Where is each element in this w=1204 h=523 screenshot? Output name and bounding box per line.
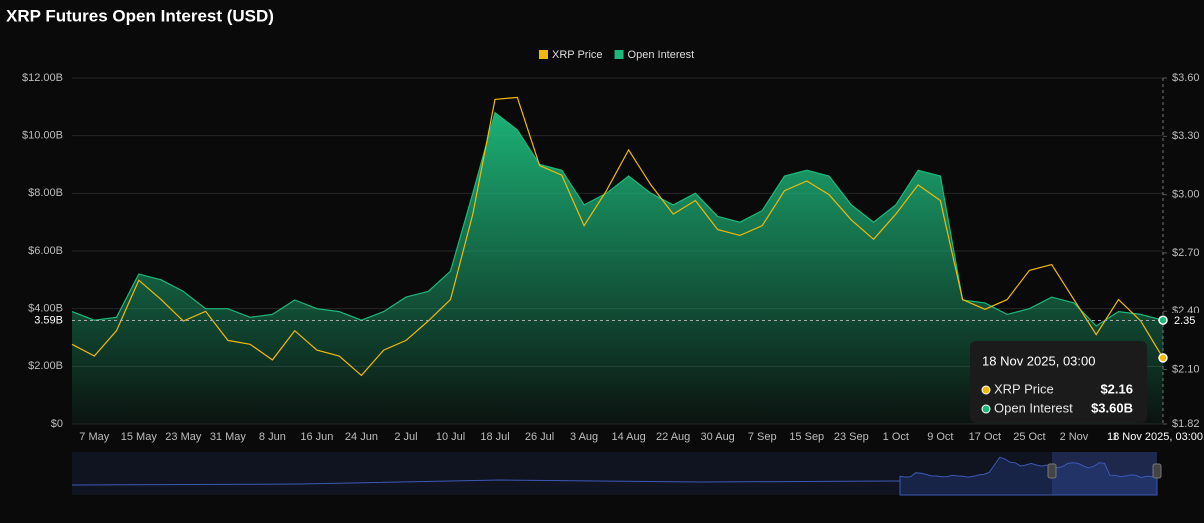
legend-label: Open Interest bbox=[628, 49, 695, 61]
y2-tick-label: $3.60 bbox=[1172, 72, 1200, 84]
x-tick-label: 7 Sep bbox=[748, 431, 777, 443]
x-tick-label: 2 Nov bbox=[1060, 431, 1089, 443]
navigator-window bbox=[1052, 452, 1157, 495]
area-fill bbox=[72, 112, 1163, 424]
x-tick-label: 22 Aug bbox=[656, 431, 690, 443]
x-tick-label: 3 Aug bbox=[570, 431, 598, 443]
tooltip-value: $3.60B bbox=[1091, 400, 1133, 415]
x-tick-label: 8 Jun bbox=[259, 431, 286, 443]
legend: XRP Price Open Interest bbox=[539, 49, 694, 61]
y-tick-label: $12.00B bbox=[22, 72, 63, 84]
tooltip-dot bbox=[981, 385, 991, 395]
x-tick-label: 18 Nov 2025, 03:00 bbox=[1107, 431, 1203, 443]
tooltip-name: XRP Price bbox=[994, 381, 1054, 396]
navigator-handle[interactable] bbox=[1152, 463, 1162, 479]
y2-tick-label: $3.00 bbox=[1172, 189, 1200, 201]
plot bbox=[71, 96, 1164, 424]
y2-tick-label: $2.70 bbox=[1172, 247, 1200, 259]
x-tick-label: 25 Oct bbox=[1013, 431, 1045, 443]
x-tick-label: 31 May bbox=[210, 431, 247, 443]
x-tick-label: 16 Jun bbox=[300, 431, 333, 443]
tooltip-dot bbox=[981, 404, 991, 414]
overlay: 3.59B 2.35 18 Nov 2025, 03:00 XRP Price $2.1… bbox=[30, 78, 1204, 424]
y-tick-label: $6.00B bbox=[28, 245, 63, 257]
legend-label: XRP Price bbox=[552, 49, 603, 61]
legend-swatch bbox=[614, 50, 624, 59]
crosshair-y2-label: 2.35 bbox=[1174, 315, 1195, 327]
axes: $0 $2.00B $4.00B $6.00B $8.00B $10.00B $12.00B… bbox=[22, 72, 1204, 445]
end-dot bbox=[1158, 315, 1168, 325]
x-tick-label: 15 May bbox=[121, 431, 158, 443]
y-tick-label: $8.00B bbox=[28, 187, 63, 199]
legend-swatch bbox=[539, 50, 548, 59]
navigator-area bbox=[899, 456, 1158, 496]
tooltip-name: Open Interest bbox=[994, 400, 1073, 415]
y-tick-label: $10.00B bbox=[22, 130, 63, 142]
x-tick-label: 2 Jul bbox=[394, 431, 417, 443]
area-line bbox=[71, 111, 1164, 327]
x-tick-label: 26 Jul bbox=[525, 431, 554, 443]
x-tick-label: 7 May bbox=[79, 431, 109, 443]
x-tick-label: 18 Jul bbox=[480, 431, 509, 443]
x-tick-label: 1 Oct bbox=[883, 431, 909, 443]
x-tick-label: 24 Jun bbox=[345, 431, 378, 443]
x-tick-label: 14 Aug bbox=[611, 431, 645, 443]
y-tick-label: $4.00B bbox=[28, 303, 63, 315]
y2-tick-label: $2.10 bbox=[1172, 363, 1200, 375]
x-tick-label: 23 May bbox=[165, 431, 202, 443]
crosshair-label-bg bbox=[30, 312, 70, 329]
crosshair-label-bg bbox=[1168, 312, 1204, 329]
x-tick-label: 10 Jul bbox=[436, 431, 465, 443]
navigator bbox=[71, 452, 1162, 496]
x-tick-label: 30 Aug bbox=[701, 431, 735, 443]
navigator-handle[interactable] bbox=[1047, 463, 1057, 479]
tooltip-box bbox=[970, 341, 1147, 423]
end-dot bbox=[1158, 353, 1168, 363]
y-tick-label: $0 bbox=[51, 418, 63, 430]
x-tick-label: 9 Oct bbox=[927, 431, 953, 443]
tooltip-title: 18 Nov 2025, 03:00 bbox=[982, 353, 1095, 368]
y-tick-label: $2.00B bbox=[28, 360, 63, 372]
x-label-bg bbox=[1116, 429, 1204, 445]
x-tick-label: 17 Oct bbox=[969, 431, 1001, 443]
navigator-history bbox=[71, 479, 901, 486]
price-line bbox=[71, 96, 1164, 377]
x-tick-label: 23 Sep bbox=[834, 431, 869, 443]
y2-tick-label: $1.82 bbox=[1172, 418, 1200, 430]
tooltip-value: $2.16 bbox=[1100, 381, 1133, 396]
crosshair-y-label: 3.59B bbox=[34, 314, 63, 326]
y2-tick-label: $3.30 bbox=[1172, 130, 1200, 142]
chart-title: XRP Futures Open Interest (USD) bbox=[6, 6, 274, 25]
x-tick-label: 15 Sep bbox=[789, 431, 824, 443]
